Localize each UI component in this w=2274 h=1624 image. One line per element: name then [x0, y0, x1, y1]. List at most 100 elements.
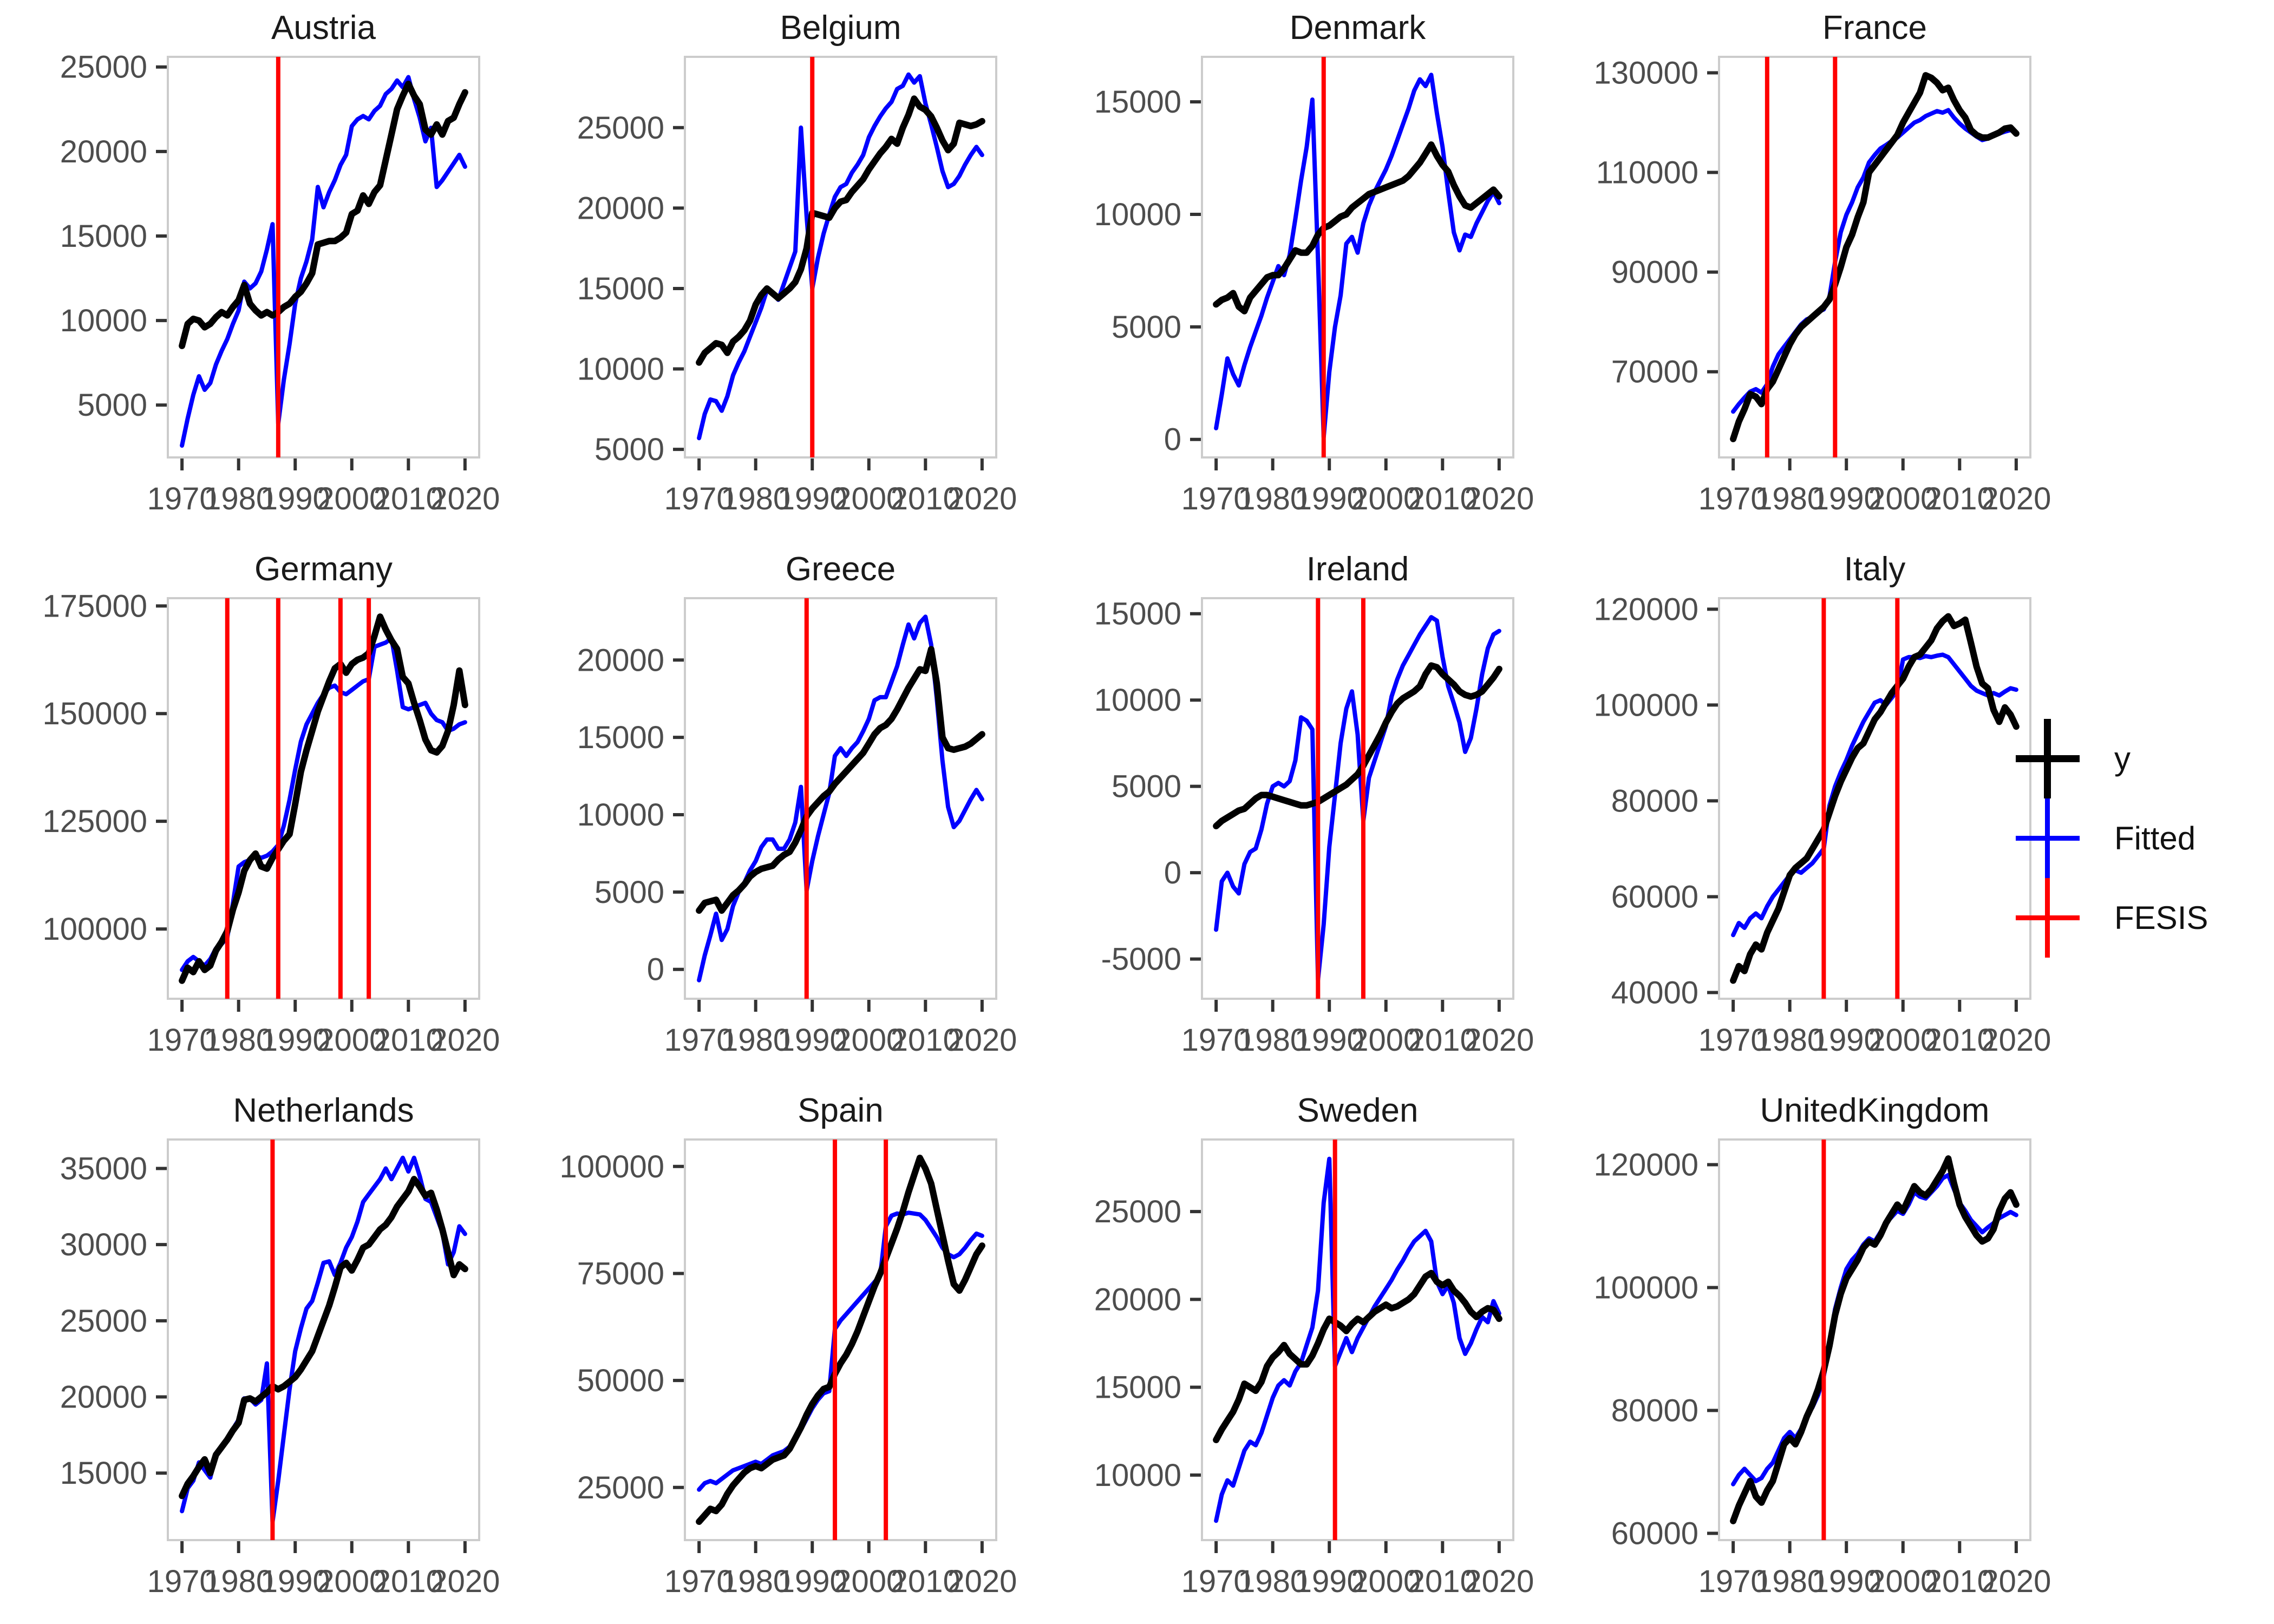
x-tick-label: 1980 [721, 1564, 790, 1599]
x-tick-label: 2010 [374, 1564, 443, 1599]
facet-svg-germany: Germany 100000 125000 150000 175000 197019801… [42, 551, 500, 1058]
x-tick-label: 2000 [1868, 1023, 1938, 1058]
x-tick-label: 1980 [1238, 481, 1308, 516]
y-tick-label: 75000 [577, 1256, 664, 1291]
y-tick-label: 5000 [1112, 310, 1181, 345]
y-tick-label: 125000 [42, 804, 147, 839]
panel-background [684, 56, 997, 459]
x-tick-label: 1990 [777, 1023, 847, 1058]
x-tick-label: 2020 [1464, 481, 1534, 516]
facet-austria: Austria 5000 10000 15000 20000 25000 1970 1980 1… [0, 0, 517, 541]
x-tick-label: 2000 [317, 1023, 387, 1058]
facet-title: Belgium [780, 9, 901, 47]
series-y-line [1213, 1269, 1502, 1443]
x-tick-label: 1990 [260, 1023, 330, 1058]
facet-italy: Italy 40000 60000 80000 100000 120000 1970 1980… [1551, 541, 2068, 1083]
x-tick-label: 2000 [317, 481, 387, 516]
x-tick-label: 2020 [1981, 1564, 2051, 1599]
legend-item-y: y [2016, 719, 2208, 798]
series-y-line [1730, 72, 2020, 442]
y-tick-label: 5000 [1112, 769, 1181, 804]
panel-background [1201, 56, 1514, 459]
x-tick-label: 2010 [374, 1023, 443, 1058]
x-tick-label: 2010 [1925, 1564, 1995, 1599]
facet-germany: Germany 100000 125000 150000 175000 1970 1980 1… [0, 541, 517, 1083]
x-tick-label: 1990 [1812, 1023, 1881, 1058]
y-tick-label: 10000 [577, 352, 664, 387]
x-tick-label: 1970 [1181, 481, 1251, 516]
x-tick-label: 1970 [1698, 1564, 1768, 1599]
x-tick-label: 1980 [204, 1564, 273, 1599]
x-tick-label: 2020 [1981, 1023, 2051, 1058]
y-tick-label: 40000 [1611, 975, 1698, 1010]
facet-denmark: Denmark 0 5000 10000 15000 1970 1980 1990 2000 20… [1034, 0, 1551, 541]
y-tick-label: 70000 [1611, 355, 1698, 390]
y-tick-label: 5000 [594, 875, 664, 910]
x-tick-label: 1990 [1295, 1023, 1364, 1058]
y-tick-label: 10000 [577, 797, 664, 833]
facet-france: France 70000 90000 110000 130000 1970 1980 1990… [1551, 0, 2068, 541]
panel-background [167, 1138, 480, 1541]
x-tick-label: 2020 [1464, 1564, 1534, 1599]
series-fitted-line [1214, 1156, 1501, 1523]
y-tick-label: 35000 [60, 1151, 147, 1186]
x-tick-label: 2010 [891, 1023, 960, 1058]
panel-background [167, 597, 480, 1000]
y-tick-label: 100000 [1593, 1271, 1698, 1306]
series-y-line [1213, 662, 1502, 829]
y-tick-label: -5000 [1101, 942, 1181, 977]
y-tick-label: 100000 [1593, 687, 1698, 723]
series-fitted-line [1214, 73, 1501, 440]
y-tick-label: 5000 [77, 388, 147, 423]
series-fitted-line [180, 75, 467, 448]
facet-belgium: Belgium 5000 10000 15000 20000 25000 1970 1980 1… [517, 0, 1034, 541]
y-tick-label: 25000 [577, 1470, 664, 1505]
facet-svg-belgium: Belgium 5000 10000 15000 20000 25000 197019801… [577, 9, 1017, 516]
y-tick-label: 50000 [577, 1363, 664, 1398]
x-tick-label: 2010 [1408, 481, 1478, 516]
x-tick-label: 1990 [1812, 481, 1881, 516]
x-tick-label: 1980 [1755, 1023, 1825, 1058]
legend-item-fesis: FESIS [2016, 878, 2208, 958]
x-tick-label: 1970 [147, 1023, 217, 1058]
x-tick-label: 2000 [1351, 481, 1421, 516]
facet-svg-ireland: Ireland-50000500010000150001970198019902… [1094, 551, 1534, 1058]
y-tick-label: 15000 [60, 1456, 147, 1491]
x-tick-label: 2020 [947, 1023, 1017, 1058]
y-tick-label: 20000 [60, 134, 147, 169]
x-tick-label: 2000 [317, 1564, 387, 1599]
x-tick-label: 2000 [1351, 1023, 1421, 1058]
y-tick-label: 150000 [42, 696, 147, 731]
series-fitted-line [697, 72, 984, 441]
x-tick-label: 1990 [777, 1564, 847, 1599]
facet-ireland: Ireland -5000 0 5000 10000 15000 1970 1980 1990 2… [1034, 541, 1551, 1083]
series-y-line [179, 81, 468, 349]
y-tick-label: 60000 [1611, 879, 1698, 914]
y-tick-label: 90000 [1611, 255, 1698, 290]
y-tick-label: 25000 [60, 1304, 147, 1339]
x-tick-label: 2000 [834, 481, 904, 516]
x-tick-label: 1990 [777, 481, 847, 516]
y-tick-label: 5000 [594, 432, 664, 467]
y-tick-label: 10000 [1094, 197, 1181, 232]
x-tick-label: 1990 [260, 481, 330, 516]
facet-title: Sweden [1297, 1092, 1418, 1129]
legend: y Fitted FESIS [2016, 719, 2208, 958]
panel-background [1718, 1138, 2031, 1541]
panel-background [1201, 597, 1514, 1000]
legend-key-fesis-cross-icon [2016, 878, 2080, 958]
y-tick-label: 30000 [60, 1227, 147, 1262]
x-tick-label: 1980 [1755, 1564, 1825, 1599]
x-tick-label: 2000 [834, 1023, 904, 1058]
x-tick-label: 2010 [1408, 1564, 1478, 1599]
y-tick-label: 25000 [577, 110, 664, 146]
y-tick-label: 80000 [1611, 1393, 1698, 1429]
y-tick-label: 60000 [1611, 1516, 1698, 1551]
y-tick-label: 130000 [1593, 55, 1698, 90]
panel-background [684, 1138, 997, 1541]
x-tick-label: 1970 [1181, 1023, 1251, 1058]
legend-label-fitted: Fitted [2114, 820, 2196, 856]
facet-title: Greece [786, 551, 896, 588]
x-tick-label: 2020 [430, 481, 500, 516]
x-tick-label: 1970 [147, 1564, 217, 1599]
